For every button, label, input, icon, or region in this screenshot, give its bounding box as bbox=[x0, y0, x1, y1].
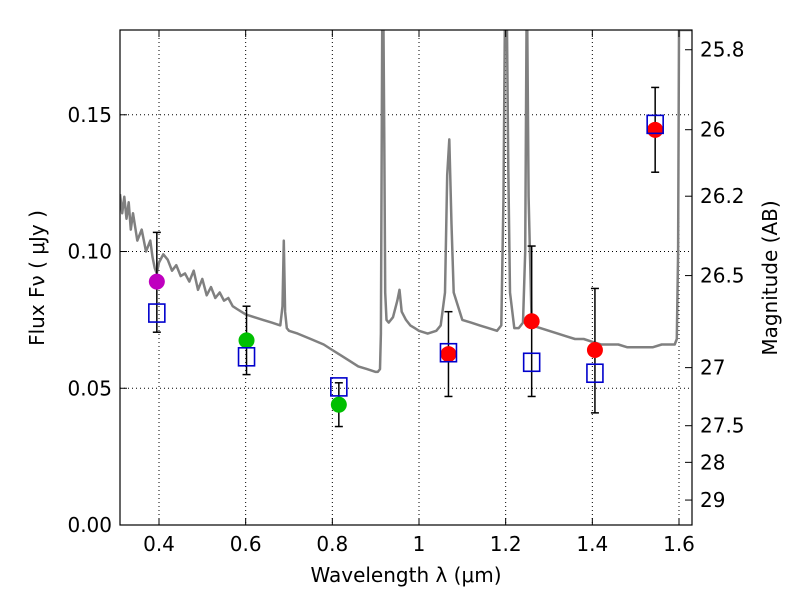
model-flux-square bbox=[148, 303, 166, 323]
x-tick-label: 0.8 bbox=[316, 532, 348, 556]
x-axis-label: Wavelength λ (μm) bbox=[310, 563, 501, 587]
magnitude-tick-label: 26.5 bbox=[700, 264, 745, 288]
model-points bbox=[148, 114, 664, 397]
plot-frame bbox=[119, 29, 693, 526]
model-spectrum-layer bbox=[120, 30, 692, 374]
observed-points bbox=[148, 121, 664, 413]
observed-flux-point bbox=[330, 396, 347, 413]
magnitude-tick-label: 26 bbox=[700, 118, 725, 142]
grid bbox=[120, 30, 692, 525]
y-tick-label: 0.15 bbox=[67, 103, 112, 127]
x-tick-label: 1 bbox=[413, 532, 426, 556]
x-tick-label: 1.2 bbox=[490, 532, 522, 556]
magnitude-tick-label: 28 bbox=[700, 450, 725, 474]
magnitude-tick-label: 27.5 bbox=[700, 414, 745, 438]
magnitude-tick-label: 26.2 bbox=[700, 184, 745, 208]
observed-flux-point bbox=[440, 346, 457, 363]
axis-ticks: 0.4 0.6 0.8 1 1.2 1.4 1.6 0.00 0.05 0.10 0.15 25.8 2… bbox=[67, 30, 745, 556]
y-tick-label: 0.10 bbox=[67, 240, 112, 264]
x-tick-label: 1.6 bbox=[663, 532, 695, 556]
observed-flux-point bbox=[238, 332, 255, 349]
observed-flux-point bbox=[148, 273, 165, 290]
x-tick-label: 1.4 bbox=[576, 532, 608, 556]
model-flux-square bbox=[522, 352, 541, 373]
y-tick-label: 0.05 bbox=[67, 376, 112, 400]
x-tick-label: 0.6 bbox=[230, 532, 262, 556]
model-flux-square bbox=[330, 377, 348, 397]
y-axis-label: Flux Fν ( μJy ) bbox=[25, 210, 49, 346]
model-flux-square bbox=[586, 363, 604, 384]
y2-axis-label: Magnitude (AB) bbox=[758, 200, 782, 355]
magnitude-tick-label: 29 bbox=[700, 488, 725, 512]
model-flux-square bbox=[646, 114, 664, 135]
magnitude-tick-label: 25.8 bbox=[700, 38, 745, 62]
observed-flux-point bbox=[647, 121, 664, 138]
magnitude-tick-label: 27 bbox=[700, 356, 725, 380]
model-spectrum-line bbox=[120, 30, 692, 374]
model-flux-square bbox=[237, 347, 256, 367]
model-flux-square bbox=[439, 342, 458, 363]
x-tick-label: 0.4 bbox=[143, 532, 175, 556]
observed-flux-point bbox=[586, 341, 603, 358]
y-tick-label: 0.00 bbox=[67, 513, 112, 537]
observed-flux-point bbox=[523, 313, 540, 330]
